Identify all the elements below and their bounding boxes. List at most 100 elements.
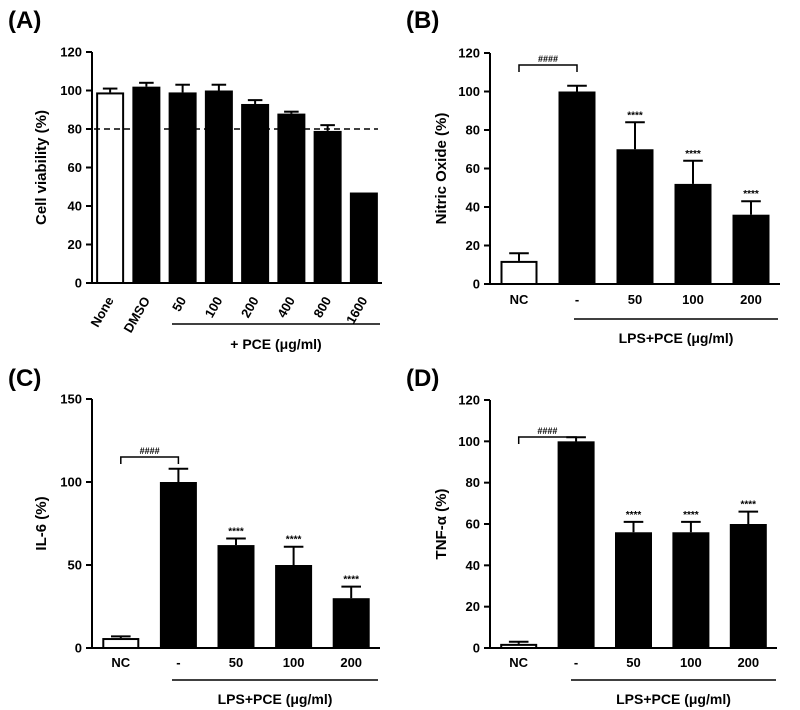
comparison-bracket [518,64,578,72]
y-tick-label: 100 [60,475,82,490]
x-tick-label: 1600 [343,294,370,327]
x-tick-label: NC [509,655,528,670]
bar [241,103,270,284]
bar [500,260,538,285]
x-tick-label: 200 [340,655,362,670]
y-tick-label: 60 [466,161,480,176]
comparison-hash-label: #### [140,446,160,456]
x-tick-label: 50 [229,655,243,670]
y-tick-label: 20 [466,238,480,253]
panel-label: (B) [406,7,439,34]
bar [217,545,255,650]
x-tick-label: 200 [238,294,262,320]
x-tick-label: 200 [740,292,762,307]
bar [313,130,342,284]
x-tick-label: NC [111,655,130,670]
chart-panel-0: (A) Cell viability (%) 0 20 40 60 80 100 120 None… [8,7,382,352]
x-tick-label: 50 [628,292,642,307]
y-tick-label: 0 [473,641,480,656]
x-tick-label: DMSO [120,294,152,335]
panel-label: (A) [8,7,41,34]
y-tick-label: 40 [466,558,480,573]
group-label: LPS+PCE (μg/ml) [616,691,731,707]
y-tick-label: 80 [466,123,480,138]
y-tick-label: 60 [68,160,82,175]
significance-stars: **** [343,575,359,586]
bar [102,638,140,649]
y-axis-label: Cell viability (%) [33,110,50,225]
bar [557,441,595,650]
x-tick-label: - [574,655,578,670]
comparison-hash-label: #### [538,54,558,64]
y-tick-label: 80 [466,475,480,490]
y-tick-label: 100 [458,84,480,99]
x-tick-label: 800 [310,294,334,320]
y-tick-label: 100 [458,434,480,449]
x-tick-label: - [575,292,579,307]
x-tick-label: 200 [737,655,759,670]
y-axis-label: Nitric Oxide (%) [433,113,450,225]
panel-label: (C) [8,365,41,392]
y-tick-label: 0 [473,277,480,292]
bar [349,192,378,284]
y-axis-label: IL-6 (%) [33,496,50,550]
bar [729,524,767,649]
significance-stars: **** [685,149,701,160]
bar [616,149,654,285]
bar [277,113,306,284]
bar [96,92,125,284]
significance-stars: **** [626,510,642,521]
bar [732,214,770,285]
x-tick-label: 100 [680,655,702,670]
comparison-hash-label: #### [537,426,557,436]
bar [159,482,197,649]
bar [558,91,596,285]
y-tick-label: 150 [60,392,82,407]
y-tick-label: 0 [75,276,82,291]
y-tick-label: 100 [60,83,82,98]
bar [204,90,233,284]
y-tick-label: 20 [68,237,82,252]
bar [674,183,712,285]
x-tick-label: 100 [682,292,704,307]
y-axis-label: TNF-α (%) [433,489,450,560]
bar [672,532,710,649]
x-tick-label: None [87,294,116,330]
x-tick-label: NC [510,292,529,307]
significance-stars: **** [286,535,302,546]
x-tick-label: 50 [626,655,640,670]
chart-panel-1: (B) Nitric Oxide (%) 0 20 40 60 80 100 120 NC - ***… [406,7,780,346]
y-tick-label: 40 [466,200,480,215]
group-label: LPS+PCE (μg/ml) [619,330,734,346]
y-tick-label: 60 [466,517,480,532]
bar [332,598,370,650]
x-tick-label: 50 [169,294,189,314]
y-tick-label: 20 [466,599,480,614]
x-tick-label: 400 [274,294,298,320]
y-tick-label: 120 [458,393,480,408]
chart-panel-2: (C) IL-6 (%) 0 50 100 150 NC - **** 50 **** 100 ****… [8,365,380,707]
comparison-bracket [517,436,577,444]
y-tick-label: 50 [68,558,82,573]
bar [275,565,313,649]
significance-stars: **** [228,526,244,537]
bar [500,643,538,649]
y-tick-label: 0 [75,641,82,656]
x-tick-label: 100 [202,294,226,320]
significance-stars: **** [741,500,757,511]
y-tick-label: 80 [68,122,82,137]
bar [132,86,161,285]
bar [168,92,197,284]
comparison-bracket [120,456,180,464]
x-tick-label: 100 [283,655,305,670]
group-label: + PCE (μg/ml) [230,336,321,352]
panel-label: (D) [406,365,439,392]
chart-panel-3: (D) TNF-α (%) 0 20 40 60 80 100 120 NC - **** 50 ****… [406,365,777,707]
y-tick-label: 40 [68,199,82,214]
significance-stars: **** [627,110,643,121]
significance-stars: **** [743,189,759,200]
bar [615,532,652,649]
significance-stars: **** [683,510,699,521]
group-label: LPS+PCE (μg/ml) [218,691,333,707]
